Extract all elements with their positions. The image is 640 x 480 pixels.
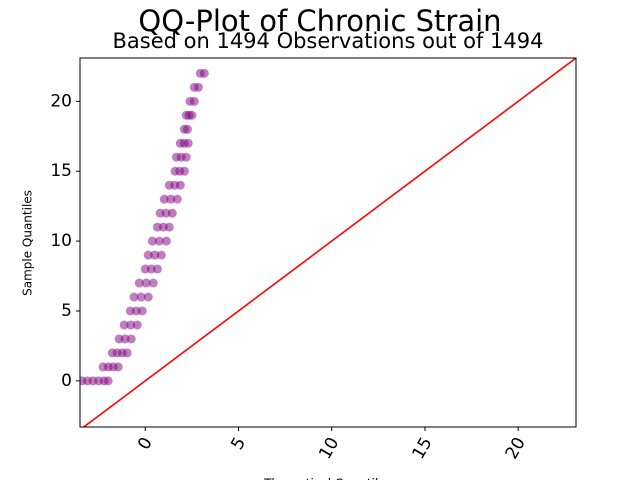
data-point — [103, 376, 113, 386]
data-point — [136, 292, 146, 302]
axes-frame — [79, 57, 577, 428]
data-point — [137, 306, 147, 316]
data-point — [147, 236, 157, 246]
y-tick-label: 0 — [61, 371, 72, 391]
data-point — [179, 166, 189, 176]
chart-subtitle: Based on 1494 Observations out of 1494 — [112, 29, 543, 53]
data-point — [120, 334, 130, 344]
data-point — [143, 250, 153, 260]
x-tick-label: 10 — [315, 434, 343, 463]
data-point — [193, 82, 203, 92]
data-point — [175, 180, 185, 190]
data-point — [161, 208, 171, 218]
y-axis-label: Sample Quantiles — [21, 190, 35, 296]
x-tick-label: 15 — [408, 434, 436, 463]
data-point — [126, 334, 136, 344]
data-point — [141, 278, 151, 288]
data-point — [126, 320, 136, 330]
data-point — [166, 194, 176, 204]
y-tick-label: 20 — [50, 91, 72, 111]
data-point — [150, 250, 160, 260]
x-tick-label: 0 — [134, 434, 157, 453]
data-point — [183, 138, 193, 148]
data-point — [143, 292, 153, 302]
data-point — [187, 110, 197, 120]
data-point — [156, 250, 166, 260]
x-axis-label: Theoretical Quantiles — [263, 477, 392, 480]
data-point — [181, 152, 191, 162]
data-point — [189, 96, 199, 106]
data-point — [172, 194, 182, 204]
data-point — [182, 124, 192, 134]
data-point — [167, 208, 177, 218]
data-point — [199, 68, 209, 78]
data-point — [164, 222, 174, 232]
y-tick-label: 5 — [61, 301, 72, 321]
data-point — [132, 320, 142, 330]
y-tick-label: 15 — [50, 161, 72, 181]
data-point — [159, 194, 169, 204]
data-point — [129, 292, 139, 302]
chart-title: QQ-Plot of Chronic Strain — [138, 4, 501, 38]
reference-line — [82, 58, 576, 427]
data-point — [161, 236, 171, 246]
x-tick-label: 20 — [502, 434, 530, 463]
x-tick-label: 5 — [227, 434, 250, 453]
data-point — [134, 278, 144, 288]
data-point — [148, 278, 158, 288]
data-point — [154, 236, 164, 246]
data-point — [113, 362, 123, 372]
data-point — [152, 264, 162, 274]
data-point — [146, 264, 156, 274]
y-tick-label: 10 — [50, 231, 72, 251]
data-point — [119, 320, 129, 330]
data-point — [122, 348, 132, 358]
plot-area — [80, 58, 576, 427]
